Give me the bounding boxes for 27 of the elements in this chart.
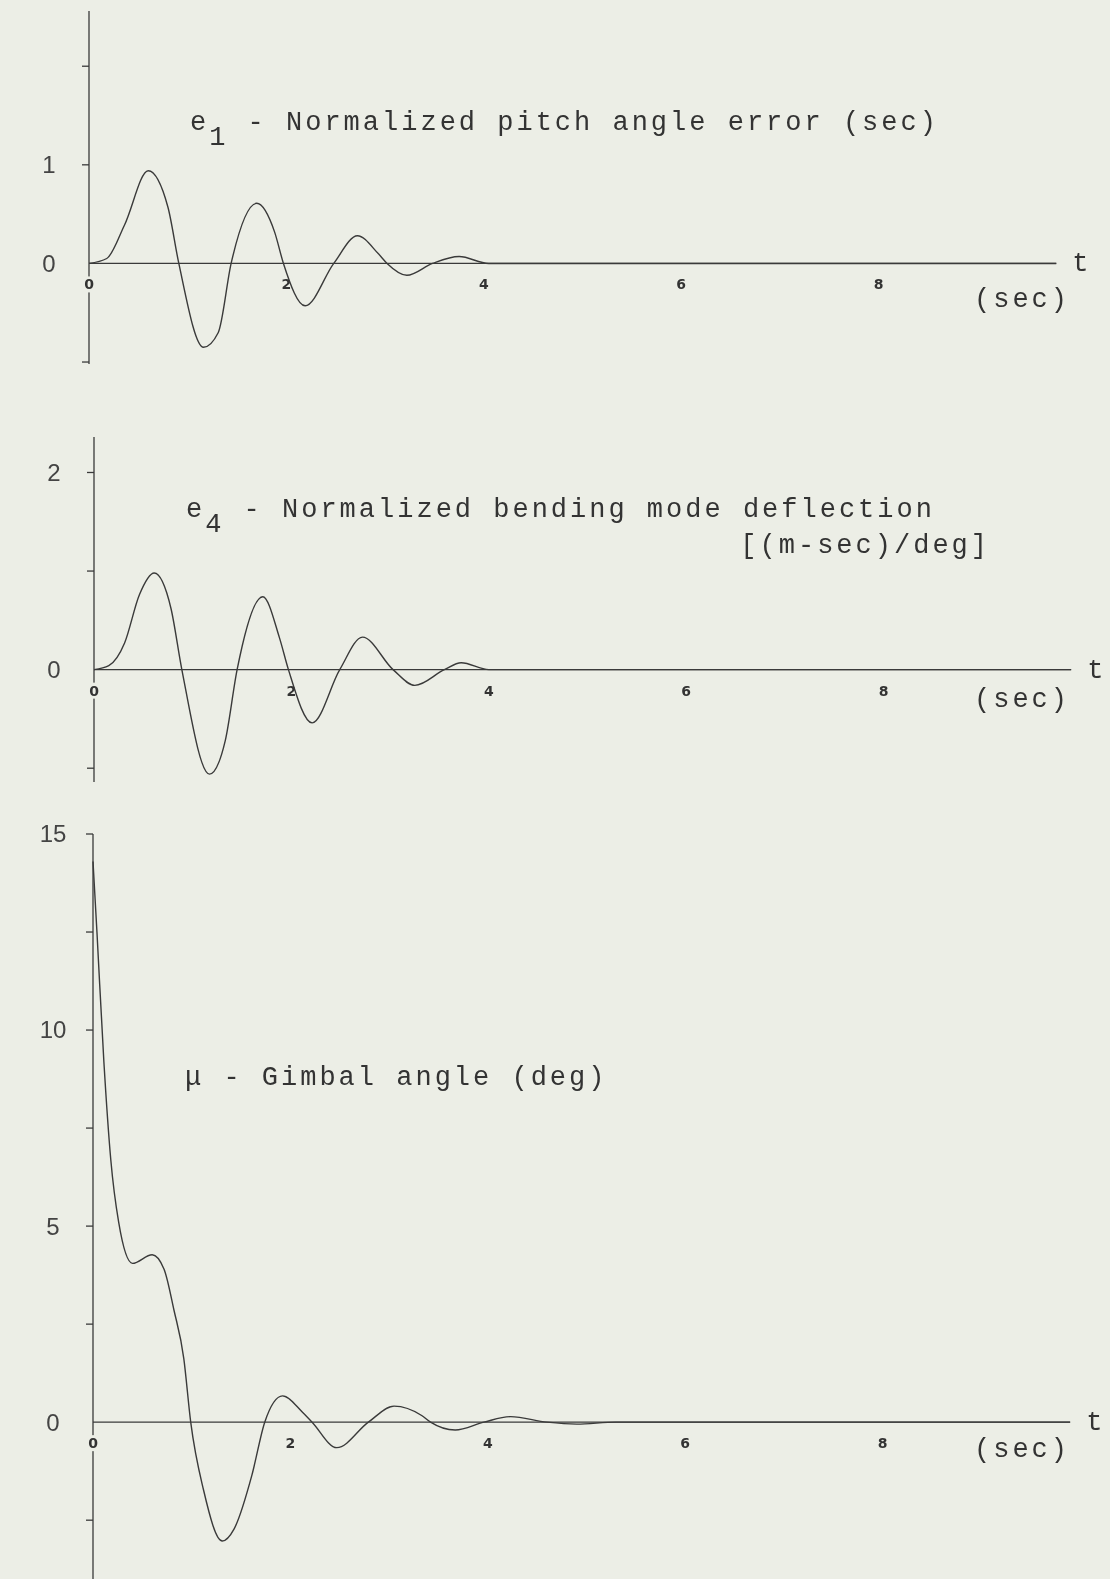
x-tick-label: 6 — [680, 1435, 691, 1452]
x-tick-label: 0 — [89, 682, 100, 699]
x-tick-label: 2 — [281, 276, 292, 293]
annotation: (sec) — [973, 285, 1070, 315]
y-tick-label: 1 — [42, 151, 56, 179]
annotation: (sec) — [973, 1435, 1070, 1465]
x-tick-label: 6 — [676, 276, 687, 293]
x-tick-label: 8 — [873, 276, 884, 293]
x-axis-title: t — [1086, 1408, 1103, 1439]
x-axis-title: t — [1072, 249, 1089, 280]
x-tick-label: 6 — [681, 682, 692, 699]
x-tick-label: 4 — [482, 1435, 493, 1452]
x-tick-label: 2 — [286, 682, 297, 699]
y-tick-label: 15 — [39, 820, 67, 848]
x-tick-label: 2 — [285, 1435, 296, 1452]
y-tick-label: 5 — [46, 1212, 60, 1240]
x-axis-title: t — [1087, 655, 1104, 686]
x-tick-label: 0 — [84, 276, 95, 293]
x-tick-label: 4 — [478, 276, 489, 293]
x-tick-label: 8 — [878, 682, 889, 699]
x-tick-label: 0 — [88, 1435, 99, 1452]
text: μ - Gimbal angle (deg) — [185, 1063, 608, 1093]
x-tick-label: 8 — [877, 1435, 888, 1452]
annotation: (sec) — [973, 685, 1070, 715]
y-tick-label: 10 — [39, 1016, 67, 1044]
y-tick-label: 2 — [47, 458, 61, 486]
x-tick-label: 4 — [483, 682, 494, 699]
